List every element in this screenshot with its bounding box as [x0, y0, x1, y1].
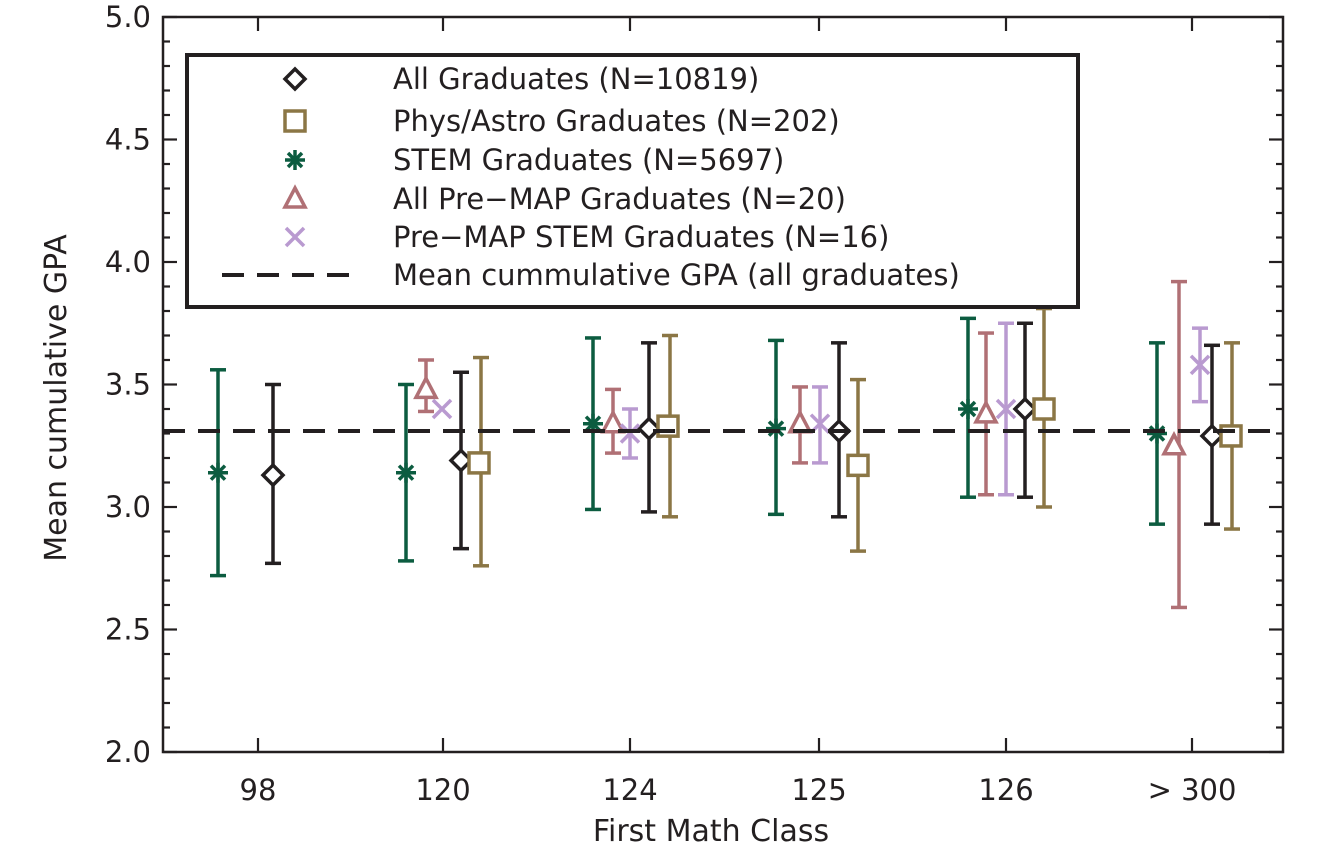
data-point [1032, 397, 1056, 421]
data-point [1147, 423, 1167, 444]
legend-marker [282, 184, 308, 209]
y-tick-label: 3.0 [105, 490, 151, 524]
legend-label: Phys/Astro Graduates (N=202) [393, 104, 840, 138]
x-tick-label: 98 [240, 773, 277, 807]
legend-label: STEM Graduates (N=5697) [393, 143, 784, 177]
x-tick-label: > 300 [1148, 773, 1237, 807]
data-point [396, 462, 416, 483]
markers-layer [208, 354, 1243, 488]
legend-label: All Graduates (N=10819) [393, 62, 759, 96]
data-point [1219, 424, 1243, 448]
data-point [431, 398, 453, 420]
legend-box [185, 53, 1080, 309]
legend-label: Pre−MAP STEM Graduates (N=16) [393, 220, 889, 254]
y-tick-label: 5.0 [105, 0, 151, 34]
data-point [636, 416, 662, 442]
data-point [1189, 354, 1211, 376]
data-point [619, 423, 641, 444]
y-tick-label: 3.5 [105, 368, 151, 402]
data-point [787, 408, 813, 434]
y-tick-label: 4.0 [105, 245, 151, 279]
data-point [1012, 396, 1038, 422]
legend-label: All Pre−MAP Graduates (N=20) [393, 182, 846, 216]
data-point [995, 398, 1017, 420]
x-axis-title: First Math Class [593, 814, 829, 849]
legend-items: All Graduates (N=10819) Phys/Astro Gradua… [222, 62, 960, 292]
data-point [1161, 430, 1187, 456]
x-axis: 98 120 124 125 126 > 300 [240, 17, 1237, 807]
y-axis-title: Mean cumulative GPA [39, 234, 74, 562]
legend-label: Mean cummulative GPA (all graduates) [393, 258, 960, 292]
data-point [656, 414, 680, 438]
legend: All Graduates (N=10819) Phys/Astro Gradua… [185, 53, 1080, 309]
data-point [846, 453, 870, 478]
data-point [973, 399, 999, 424]
x-tick-label: 120 [415, 773, 470, 807]
data-point [260, 462, 286, 488]
data-point [958, 399, 978, 419]
data-point [600, 408, 626, 434]
legend-marker [284, 226, 306, 248]
x-tick-label: 124 [602, 773, 657, 807]
data-point [766, 418, 786, 439]
legend-marker [283, 109, 307, 133]
x-tick-label: 125 [791, 773, 846, 807]
y-tick-label: 2.0 [105, 735, 151, 769]
data-point [413, 374, 439, 400]
data-point [467, 451, 491, 475]
y-tick-label: 2.5 [105, 613, 151, 647]
y-tick-label: 4.5 [105, 123, 151, 157]
y-axis: 2.0 2.5 3.0 3.5 4.0 4.5 5.0 [105, 0, 1283, 769]
legend-marker [285, 150, 305, 170]
data-point [208, 462, 228, 483]
x-tick-label: 126 [978, 773, 1033, 807]
error-bars-layer [210, 279, 1240, 610]
data-point [1199, 423, 1225, 449]
legend-marker [282, 66, 308, 92]
